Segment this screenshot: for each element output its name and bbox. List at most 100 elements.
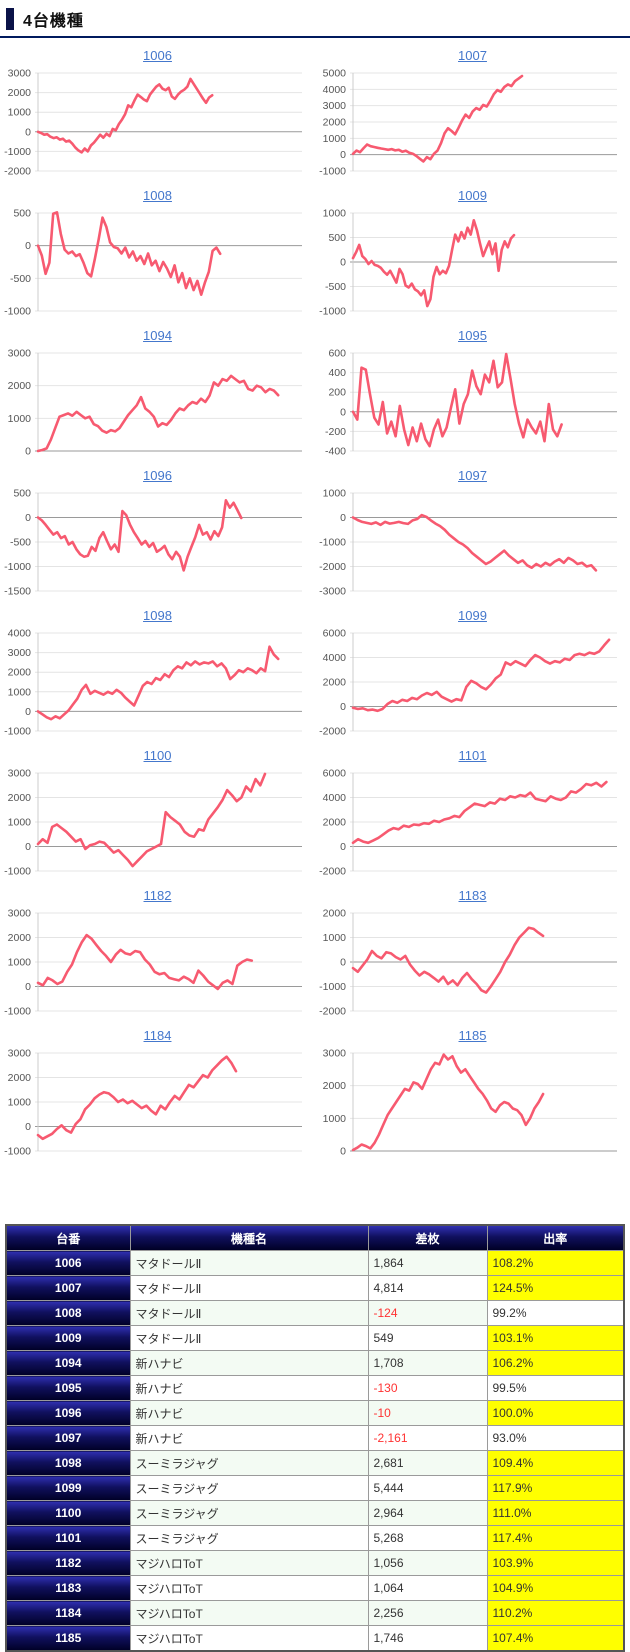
chart-svg-1008: 500 0 -500 -1000 (4, 208, 302, 318)
chart-cell-1098: 1098 4000 3000 2000 1000 0 -1000 (0, 606, 315, 746)
chart-title-1184: 1184 (0, 1026, 315, 1045)
chart-link-1007[interactable]: 1007 (458, 48, 487, 63)
series-line-1099 (351, 638, 611, 713)
y-tick-label: 3000 (8, 348, 32, 360)
payout-rate: 103.9% (486, 1550, 625, 1576)
payout-rate: 93.0% (486, 1425, 625, 1451)
table-header-row: 台番 機種名 差枚 出率 (5, 1224, 625, 1251)
y-tick-label: -200 (325, 426, 346, 438)
diff-value: -124 (367, 1300, 488, 1326)
table-row-1096: 1096 新ハナビ -10 100.0% (5, 1400, 625, 1426)
machine-name: マジハロToT (129, 1550, 369, 1576)
table-row-1182: 1182 マジハロToT 1,056 103.9% (5, 1550, 625, 1576)
chart-svg-1097: 1000 0 -1000 -2000 -3000 (319, 488, 617, 598)
chart-cell-1094: 1094 3000 2000 1000 0 (0, 326, 315, 466)
y-tick-label: -1000 (4, 726, 31, 738)
chart-title-1096: 1096 (0, 466, 315, 485)
chart-link-1009[interactable]: 1009 (458, 188, 487, 203)
chart-cell-1100: 1100 3000 2000 1000 0 -1000 (0, 746, 315, 886)
diff-value: -10 (367, 1400, 488, 1426)
y-tick-label: 500 (13, 208, 31, 220)
chart-link-1098[interactable]: 1098 (143, 608, 172, 623)
machine-no: 1184 (5, 1600, 131, 1626)
chart-link-1097[interactable]: 1097 (458, 468, 487, 483)
machine-name: マジハロToT (129, 1600, 369, 1626)
machine-name: マタドールⅡ (129, 1275, 369, 1301)
series-line-1100 (36, 772, 267, 868)
chart-cell-1184: 1184 3000 2000 1000 0 -1000 (0, 1026, 315, 1166)
y-tick-label: 0 (340, 512, 346, 524)
page-title: 4台機種 (23, 13, 84, 30)
y-tick-label: -2000 (4, 166, 31, 178)
chart-svg-1099: 6000 4000 2000 0 -2000 (319, 628, 617, 738)
chart-svg-1009: 1000 500 0 -500 -1000 (319, 208, 617, 318)
chart-link-1095[interactable]: 1095 (458, 328, 487, 343)
y-tick-label: 0 (25, 446, 31, 458)
y-tick-label: 1000 (323, 208, 347, 220)
y-tick-label: -400 (325, 446, 346, 458)
machine-no: 1098 (5, 1450, 131, 1476)
chart-link-1100[interactable]: 1100 (143, 748, 172, 763)
y-tick-label: 3000 (8, 1048, 32, 1060)
chart-title-1098: 1098 (0, 606, 315, 625)
chart-link-1096[interactable]: 1096 (143, 468, 172, 483)
chart-svg-1095: 600 400 200 0 -200 -400 (325, 348, 617, 458)
chart-link-1008[interactable]: 1008 (143, 188, 172, 203)
y-tick-label: 2000 (8, 932, 32, 944)
chart-link-1006[interactable]: 1006 (143, 48, 172, 63)
table-row-1185: 1185 マジハロToT 1,746 107.4% (5, 1625, 625, 1652)
y-tick-label: 0 (25, 981, 31, 993)
chart-cell-1008: 1008 500 0 -500 -1000 (0, 186, 315, 326)
diff-value: 4,814 (367, 1275, 488, 1301)
y-tick-label: 0 (340, 1146, 346, 1158)
payout-rate: 106.2% (486, 1350, 625, 1376)
chart-cell-1007: 1007 5000 4000 3000 2000 1000 0 -1000 (315, 46, 630, 186)
payout-rate: 103.1% (486, 1325, 625, 1351)
machine-no: 1099 (5, 1475, 131, 1501)
chart-link-1185[interactable]: 1185 (458, 1028, 487, 1043)
payout-rate: 99.2% (486, 1300, 625, 1326)
chart-link-1099[interactable]: 1099 (458, 608, 487, 623)
y-tick-label: 0 (25, 512, 31, 524)
machine-no: 1008 (5, 1300, 131, 1326)
chart-link-1184[interactable]: 1184 (143, 1028, 172, 1043)
y-tick-label: 0 (25, 706, 31, 718)
chart-title-1097: 1097 (315, 466, 630, 485)
column-header-1: 機種名 (129, 1224, 369, 1251)
chart-link-1094[interactable]: 1094 (143, 328, 172, 343)
chart-link-1183[interactable]: 1183 (458, 888, 487, 903)
table-row-1008: 1008 マタドールⅡ -124 99.2% (5, 1300, 625, 1326)
series-line-1095 (351, 352, 563, 448)
y-tick-label: 1000 (8, 686, 32, 698)
machine-name: マジハロToT (129, 1575, 369, 1601)
machine-name: スーミラジャグ (129, 1475, 369, 1501)
chart-cell-1009: 1009 1000 500 0 -500 -1000 (315, 186, 630, 326)
payout-rate: 104.9% (486, 1575, 625, 1601)
diff-value: -2,161 (367, 1425, 488, 1451)
chart-cell-1095: 1095 600 400 200 0 -200 -400 (315, 326, 630, 466)
diff-value: -130 (367, 1375, 488, 1401)
y-tick-label: 0 (25, 841, 31, 853)
y-tick-label: 2000 (323, 1080, 347, 1092)
series-line-1101 (351, 780, 608, 845)
y-tick-label: 1000 (8, 817, 32, 829)
machine-name: スーミラジャグ (129, 1500, 369, 1526)
diff-value: 1,864 (367, 1250, 488, 1276)
chart-link-1182[interactable]: 1182 (143, 888, 172, 903)
y-tick-label: -1500 (4, 586, 31, 598)
chart-title-1095: 1095 (315, 326, 630, 345)
y-tick-label: 3000 (8, 647, 32, 659)
diff-value: 5,268 (367, 1525, 488, 1551)
table-row-1097: 1097 新ハナビ -2,161 93.0% (5, 1425, 625, 1451)
y-tick-label: 5000 (323, 68, 347, 80)
chart-link-1101[interactable]: 1101 (458, 748, 487, 763)
series-line-1096 (36, 499, 243, 572)
machine-name: スーミラジャグ (129, 1525, 369, 1551)
machine-no: 1009 (5, 1325, 131, 1351)
y-tick-label: 6000 (323, 628, 347, 640)
y-tick-label: 4000 (323, 792, 347, 804)
machine-no: 1006 (5, 1250, 131, 1276)
y-tick-label: 0 (340, 957, 346, 969)
y-tick-label: 1000 (8, 1097, 32, 1109)
y-tick-label: -500 (10, 273, 31, 285)
